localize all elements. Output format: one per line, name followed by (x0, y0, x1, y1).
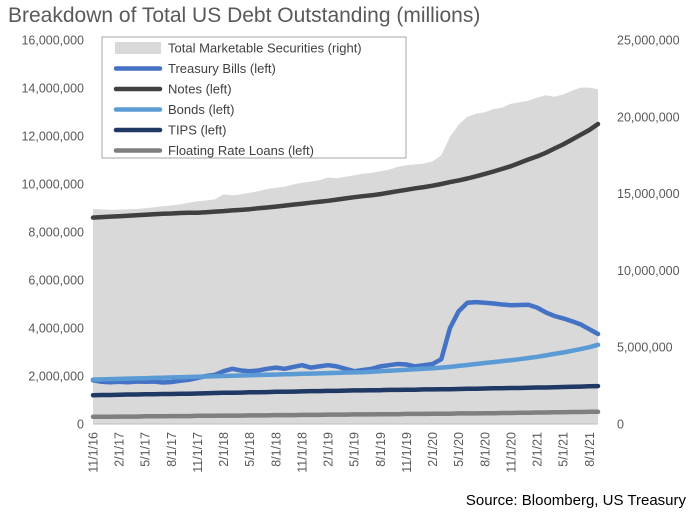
x-tick-label: 11/1/19 (400, 432, 414, 473)
floating-rate-loans-line (90, 409, 601, 420)
left-tick-label: 10,000,000 (21, 178, 84, 192)
x-tick-label: 2/1/21 (531, 432, 545, 467)
treasury-bills-line (90, 299, 601, 385)
x-tick-label: 5/1/20 (452, 432, 466, 467)
chart-title: Breakdown of Total US Debt Outstanding (… (8, 4, 481, 27)
x-tick-label: 5/1/18 (243, 432, 257, 467)
left-tick-label: 16,000,000 (21, 34, 84, 48)
x-tick-label: 8/1/18 (269, 432, 283, 467)
legend-label: Floating Rate Loans (left) (168, 143, 314, 158)
left-tick-label: 2,000,000 (28, 370, 84, 384)
tips-line (90, 383, 601, 398)
right-tick-label: 20,000,000 (617, 110, 680, 124)
left-tick-label: 4,000,000 (28, 322, 84, 336)
x-tick-label: 8/1/17 (165, 432, 179, 467)
x-tick-label: 11/1/18 (296, 432, 310, 473)
x-tick-label: 11/1/17 (191, 432, 205, 473)
left-tick-label: 14,000,000 (21, 82, 84, 96)
right-tick-label: 15,000,000 (617, 187, 680, 201)
total-marketable-securities-area (93, 87, 598, 424)
legend-label: Notes (left) (168, 82, 232, 97)
left-tick-label: 6,000,000 (28, 274, 84, 288)
x-tick-label: 2/1/19 (322, 432, 336, 467)
right-tick-label: 25,000,000 (617, 34, 680, 48)
left-tick-label: 0 (77, 418, 84, 432)
x-tick-label: 11/1/16 (87, 432, 101, 473)
x-tick-label: 8/1/19 (374, 432, 388, 467)
legend-label: TIPS (left) (168, 123, 227, 138)
legend-label: Total Marketable Securities (right) (168, 41, 362, 56)
x-tick-label: 5/1/17 (139, 432, 153, 467)
x-tick-label: 11/1/20 (504, 432, 518, 473)
x-tick-label: 5/1/21 (557, 432, 571, 467)
source-note: Source: Bloomberg, US Treasury (465, 492, 686, 509)
right-tick-label: 10,000,000 (617, 264, 680, 278)
x-tick-label: 8/1/20 (478, 432, 492, 467)
legend-box (101, 36, 407, 159)
x-tick-label: 2/1/20 (426, 432, 440, 467)
x-tick-label: 2/1/18 (217, 432, 231, 467)
x-tick-label: 5/1/19 (348, 432, 362, 467)
x-tick-label: 8/1/21 (583, 432, 597, 467)
right-tick-label: 0 (617, 418, 624, 432)
left-tick-label: 12,000,000 (21, 130, 84, 144)
legend-label: Treasury Bills (left) (168, 61, 276, 76)
legend-swatch (115, 42, 161, 54)
right-tick-label: 5,000,000 (617, 341, 673, 355)
x-tick-label: 2/1/17 (113, 432, 127, 467)
notes-line (90, 121, 601, 220)
bonds-line (90, 342, 601, 382)
legend-label: Bonds (left) (168, 102, 234, 117)
left-tick-label: 8,000,000 (28, 226, 84, 240)
